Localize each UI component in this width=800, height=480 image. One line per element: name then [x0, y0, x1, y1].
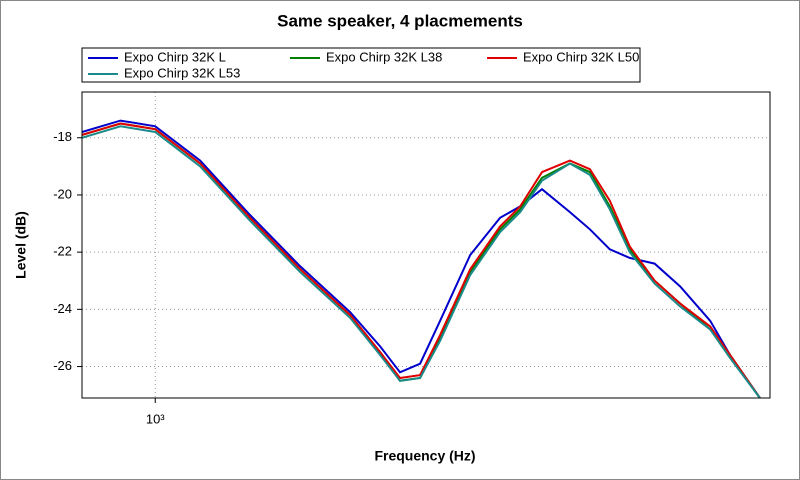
y-tick-label: -18	[53, 129, 72, 144]
legend-label: Expo Chirp 32K L	[124, 49, 226, 64]
y-tick-label: -20	[53, 186, 72, 201]
x-axis-label: Frequency (Hz)	[374, 448, 475, 464]
legend-label: Expo Chirp 32K L38	[326, 49, 442, 64]
legend-label: Expo Chirp 32K L50	[523, 49, 639, 64]
plot-border	[81, 91, 771, 399]
y-tick-label: -22	[53, 244, 72, 259]
series-line	[82, 122, 761, 398]
plot-area	[82, 92, 770, 398]
legend-label: Expo Chirp 32K L53	[124, 65, 240, 80]
y-tick-label: -24	[53, 301, 72, 316]
y-axis-label: Level (dB)	[13, 211, 29, 279]
series-line	[82, 125, 761, 398]
legend	[81, 47, 641, 83]
series-line	[82, 119, 761, 398]
chart-title: Same speaker, 4 placmements	[277, 11, 523, 30]
y-tick-label: -26	[53, 358, 72, 373]
x-tick-label: 10³	[146, 411, 165, 426]
